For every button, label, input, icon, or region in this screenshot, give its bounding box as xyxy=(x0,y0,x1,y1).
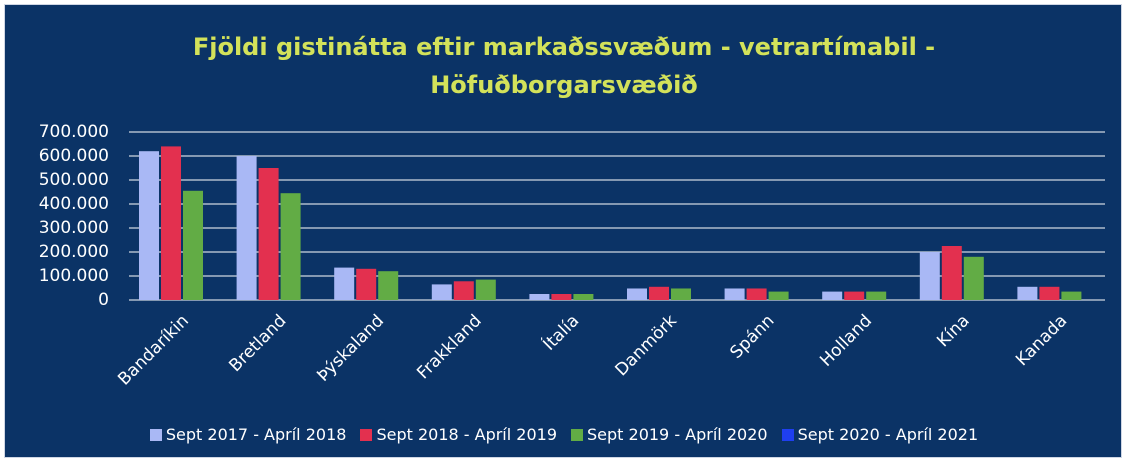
bar xyxy=(941,246,962,300)
legend-swatch xyxy=(571,428,583,441)
legend-swatch xyxy=(360,428,373,441)
legend-item: Sept 2018 - Apríl 2019 xyxy=(360,425,557,444)
legend-swatch xyxy=(149,428,162,441)
bar xyxy=(844,291,865,300)
x-tick-label: Ítalía xyxy=(538,310,583,355)
bar xyxy=(183,190,203,300)
bar xyxy=(822,291,843,300)
chart: Fjöldi gistinátta eftir markaðssvæðum - … xyxy=(39,33,1105,390)
x-tick-label: Holland xyxy=(816,311,876,371)
legend-label: Sept 2019 - Apríl 2020 xyxy=(587,425,768,444)
bar xyxy=(671,288,691,300)
y-tick-label: 200.000 xyxy=(39,242,109,262)
bar xyxy=(161,146,181,300)
bar xyxy=(529,294,550,300)
bar xyxy=(551,294,572,300)
x-tick-label: Spánn xyxy=(726,311,778,363)
bar xyxy=(1061,291,1082,300)
bar xyxy=(963,256,984,300)
bar xyxy=(866,291,887,300)
bar xyxy=(573,294,594,300)
legend-item: Sept 2019 - Apríl 2020 xyxy=(571,425,768,444)
legend-label: Sept 2017 - Apríl 2018 xyxy=(165,425,347,444)
bar xyxy=(378,271,399,300)
y-tick-label: 700.000 xyxy=(39,122,109,142)
bar xyxy=(724,288,745,300)
bar xyxy=(280,193,301,300)
bar xyxy=(627,288,647,300)
legend-label: Sept 2020 - Apríl 2021 xyxy=(797,425,979,444)
bar xyxy=(431,284,452,300)
bar xyxy=(768,291,789,300)
y-tick-label: 400.000 xyxy=(39,194,109,214)
bar xyxy=(139,151,159,300)
x-tick-label: Kanada xyxy=(1012,311,1071,370)
chart-title: Höfuðborgarsvæðið xyxy=(430,71,698,99)
x-tick-label: Bandaríkin xyxy=(114,311,193,390)
bar xyxy=(649,286,669,300)
x-tick-label: Kína xyxy=(933,311,973,351)
bar xyxy=(453,281,474,300)
x-tick-label: Danmörk xyxy=(612,311,681,380)
legend-item: Sept 2017 - Apríl 2018 xyxy=(149,425,347,444)
x-tick-label: Frakkland xyxy=(413,311,485,383)
bar xyxy=(1017,286,1038,300)
chart-frame: Fjöldi gistinátta eftir markaðssvæðum - … xyxy=(4,4,1122,458)
legend: Sept 2017 - Apríl 2018 Sept 2018 - Apríl … xyxy=(5,425,1123,444)
chart-title: Fjöldi gistinátta eftir markaðssvæðum - … xyxy=(193,33,935,61)
y-tick-label: 100.000 xyxy=(39,266,109,286)
x-tick-label: Bretland xyxy=(225,311,290,376)
bar xyxy=(1039,286,1060,300)
legend-swatch xyxy=(781,428,794,441)
bar xyxy=(236,156,257,300)
y-tick-label: 300.000 xyxy=(39,218,109,238)
y-tick-label: 0 xyxy=(98,290,109,310)
y-tick-label: 600.000 xyxy=(39,146,109,166)
bar xyxy=(356,268,377,300)
bar xyxy=(334,267,355,300)
bar xyxy=(746,288,767,300)
bar xyxy=(475,279,496,300)
legend-item: Sept 2020 - Apríl 2021 xyxy=(781,425,979,444)
legend-label: Sept 2018 - Apríl 2019 xyxy=(376,425,557,444)
y-tick-label: 500.000 xyxy=(39,170,109,190)
x-tick-label: Þýskaland xyxy=(313,311,388,386)
bar xyxy=(258,168,279,300)
bar xyxy=(919,252,940,300)
